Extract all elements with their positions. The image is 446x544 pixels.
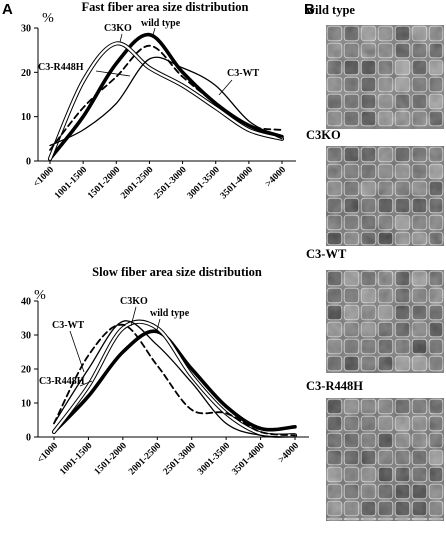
- y-tick-label: 10: [21, 112, 31, 123]
- annotation-c3-wt: C3-WT: [227, 68, 260, 79]
- y-tick-label: 10: [21, 399, 31, 410]
- x-tick-label: <1000: [32, 165, 57, 190]
- x-tick-label: 1501-2000: [93, 441, 129, 477]
- series-c3-r448h: [53, 323, 296, 437]
- x-tick-label: >4000: [277, 441, 302, 466]
- x-tick-label: 3501-4000: [219, 165, 255, 201]
- micrograph-label: wild type: [306, 3, 355, 17]
- slow-fiber-chart: Slow fiber area size distribution % 0 10 2…: [21, 265, 309, 477]
- series-line: [48, 42, 284, 160]
- micrograph-label: C3-R448H: [306, 379, 363, 393]
- series-line: [53, 320, 296, 438]
- series-c3-wt: [53, 320, 296, 438]
- x-tick-label: 3001-3500: [186, 165, 222, 201]
- micrograph-label: C3-WT: [306, 247, 347, 261]
- series-c3ko: [47, 41, 285, 161]
- chart-title: Fast fiber area size distribution: [82, 0, 249, 14]
- y-tick-label: 30: [21, 24, 31, 35]
- x-tick-label: 2501-3000: [153, 165, 189, 201]
- series-c3-wt: [49, 56, 283, 147]
- chart-title: Slow fiber area size distribution: [92, 265, 262, 279]
- series-line: [53, 323, 296, 437]
- annotation-c3-r448h: C3-R448H: [39, 376, 85, 387]
- micrograph-c3-wt: C3-WT: [306, 247, 444, 373]
- annotation-c3-wt: C3-WT: [52, 320, 85, 331]
- micrograph-c3ko: C3KO: [306, 128, 444, 246]
- x-tick-label: 2501-3000: [162, 441, 198, 477]
- series-line: [49, 56, 283, 147]
- panel-letter-a: A: [2, 1, 13, 18]
- micrograph-label: C3KO: [306, 128, 341, 142]
- x-tick-label: 2001-2500: [119, 165, 155, 201]
- y-tick-label: 20: [21, 68, 31, 79]
- x-tick-label: 1001-1500: [53, 165, 89, 201]
- annotation-wild-type: wild type: [141, 18, 181, 29]
- x-tick-label: <1000: [36, 441, 61, 466]
- annotation-c3-r448h: C3-R448H: [38, 62, 84, 73]
- series-line: [47, 41, 285, 161]
- y-tick-label: 20: [21, 365, 31, 376]
- series-line: [49, 44, 283, 151]
- y-tick-label: 40: [21, 297, 31, 308]
- series-line: [51, 319, 298, 438]
- panel-letter-b: B: [304, 1, 315, 18]
- y-tick-label: 0: [26, 157, 31, 168]
- y-unit-label: %: [34, 288, 46, 303]
- x-tick-label: 3501-4000: [231, 441, 267, 477]
- callouts: C3KO wild type C3-WT C3-R448H: [39, 296, 190, 387]
- callouts: C3KO wild type C3-R448H C3-WT: [38, 18, 260, 96]
- annotation-wild-type: wild type: [150, 308, 190, 319]
- x-tick-label: 1501-2000: [86, 165, 122, 201]
- y-tick-label: 30: [21, 331, 31, 342]
- series-c3-r448h: [49, 44, 283, 151]
- series-c3ko: [51, 319, 298, 438]
- x-tick-label: >4000: [264, 165, 289, 190]
- y-unit-label: %: [42, 11, 54, 26]
- series-line: [52, 320, 297, 437]
- series-line: [48, 32, 284, 161]
- x-tick-label: 2001-2500: [127, 441, 163, 477]
- fast-fiber-chart: Fast fiber area size distribution % 0 10 2…: [21, 0, 296, 201]
- annotation-c3ko: C3KO: [104, 23, 132, 34]
- x-tick-label: 1001-1500: [58, 441, 94, 477]
- series-wild-type: [48, 32, 284, 161]
- micrograph-c3-r448h: C3-R448H: [306, 379, 444, 521]
- annotation-c3ko: C3KO: [120, 296, 148, 307]
- y-tick-label: 0: [26, 433, 31, 444]
- micrograph-wild-type: wild type: [306, 3, 444, 129]
- x-tick-label: 3001-3500: [196, 441, 232, 477]
